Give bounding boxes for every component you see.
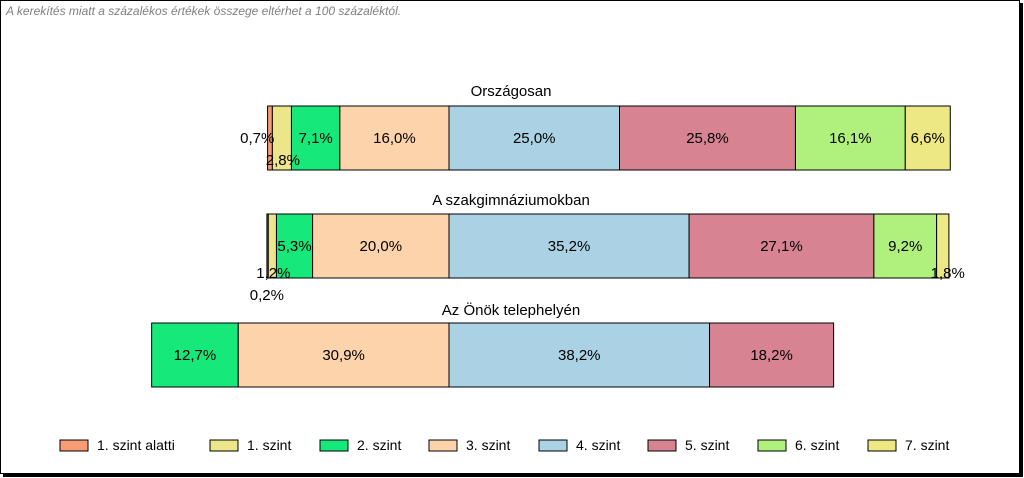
group-title-1: Országosan — [471, 83, 552, 100]
data-label-1-level-0: 0,7% — [240, 130, 274, 147]
legend-label-4: 4. szint — [576, 437, 620, 453]
data-label-3-level-5: 18,2% — [750, 347, 793, 364]
legend-swatch-2 — [319, 439, 349, 452]
bar-segment-1-level-7 — [904, 105, 951, 171]
legend-label-5: 5. szint — [685, 437, 729, 453]
data-label-2-level-4: 35,2% — [548, 238, 591, 255]
bar-segment-1-level-2 — [290, 105, 341, 171]
legend-label-2: 2. szint — [357, 437, 401, 453]
data-label-2-level-3: 20,0% — [360, 238, 403, 255]
data-label-1-level-4: 25,0% — [513, 130, 556, 147]
bar-segment-3-level-3 — [237, 322, 450, 388]
data-label-1-level-2: 7,1% — [299, 130, 333, 147]
rounding-note: A kerekítés miatt a százalékos értékek ö… — [6, 4, 402, 18]
legend-swatch-7 — [867, 439, 897, 452]
data-label-2-level-7: 1,8% — [931, 265, 965, 282]
legend-swatch-6 — [757, 439, 787, 452]
group-title-2: A szakgimnáziumokban — [432, 192, 590, 209]
bar-segment-1-level-5 — [619, 105, 796, 171]
legend-label-0: 1. szint alatti — [97, 437, 175, 453]
data-label-2-level-2: 5,3% — [277, 238, 311, 255]
bar-segment-2-level-3 — [312, 213, 450, 279]
legend-label-3: 3. szint — [466, 437, 510, 453]
data-label-3-level-3: 30,9% — [322, 347, 365, 364]
bar-segment-2-level-6 — [873, 213, 938, 279]
legend-swatch-0 — [59, 439, 89, 452]
legend-label-1: 1. szint — [247, 437, 291, 453]
data-label-1-level-3: 16,0% — [373, 130, 416, 147]
bar-segment-3-level-5 — [709, 322, 835, 388]
data-label-1-level-7: 6,6% — [911, 130, 945, 147]
data-label-2-level-6: 9,2% — [888, 238, 922, 255]
legend-label-7: 7. szint — [905, 437, 949, 453]
bar-segment-2-level-5 — [688, 213, 875, 279]
data-label-2-level-1: 1,2% — [256, 265, 290, 282]
data-label-3-level-2: 12,7% — [174, 347, 217, 364]
legend-label-6: 6. szint — [795, 437, 839, 453]
legend-swatch-1 — [209, 439, 239, 452]
legend-swatch-5 — [647, 439, 677, 452]
bar-segment-1-level-6 — [794, 105, 906, 171]
data-label-1-level-5: 25,8% — [686, 130, 729, 147]
legend-swatch-4 — [538, 439, 568, 452]
bar-segment-2-level-7 — [936, 213, 950, 279]
bar-segment-1-level-3 — [339, 105, 450, 171]
legend-swatch-3 — [428, 439, 458, 452]
bar-segment-2-level-4 — [448, 213, 690, 279]
group-title-3: Az Önök telephelyén — [442, 301, 580, 319]
bar-segment-2-level-2 — [275, 213, 314, 279]
data-label-2-level-5: 27,1% — [760, 238, 803, 255]
data-label-1-level-6: 16,1% — [829, 130, 872, 147]
data-label-1-level-1: 2,8% — [266, 152, 300, 169]
data-label-2-level-0: 0,2% — [250, 287, 284, 304]
data-label-3-level-4: 38,2% — [558, 347, 601, 364]
